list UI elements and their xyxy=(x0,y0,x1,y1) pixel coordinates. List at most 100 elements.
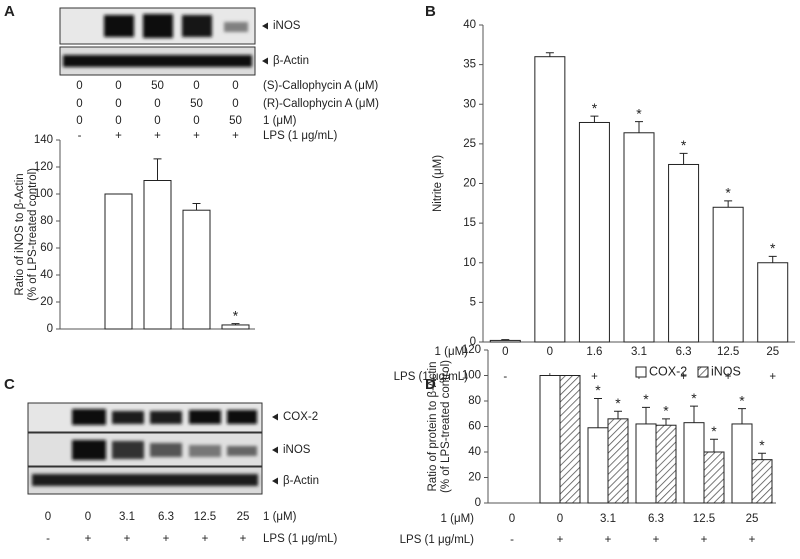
error-bar xyxy=(153,158,162,181)
condition-label: 1 (μM) xyxy=(435,346,469,358)
condition-label: 1 (μM) xyxy=(263,511,297,523)
significance-marker: * xyxy=(663,403,669,419)
y-tick-label: 40 xyxy=(40,269,53,281)
condition-value: + xyxy=(154,130,161,142)
y-tick-label: 80 xyxy=(40,215,53,227)
bar xyxy=(751,459,773,504)
condition-value: + xyxy=(701,534,708,546)
significance-marker: * xyxy=(725,185,731,201)
error-bar xyxy=(545,52,554,57)
bar xyxy=(559,375,581,504)
condition-value: 0 xyxy=(115,98,121,110)
condition-value: 12.5 xyxy=(194,511,216,523)
condition-value: + xyxy=(85,533,92,545)
significance-marker: * xyxy=(595,382,601,398)
y-tick-label: 120 xyxy=(34,161,53,173)
significance-marker: * xyxy=(643,391,649,407)
error-bar xyxy=(710,438,718,452)
arrow-head xyxy=(272,446,278,454)
condition-value: 0 xyxy=(509,513,515,525)
condition-value: 0 xyxy=(154,115,160,127)
legend-swatch xyxy=(697,366,709,378)
condition-value: 0 xyxy=(232,80,238,92)
significance-marker: * xyxy=(759,437,765,453)
y-tick-label: 60 xyxy=(468,421,481,433)
error-bar xyxy=(192,202,201,211)
band-label: β-Actin xyxy=(283,475,319,487)
condition-value: 3.1 xyxy=(631,346,647,358)
significance-marker: * xyxy=(711,423,717,439)
arrow-head xyxy=(262,22,268,30)
condition-value: 25 xyxy=(237,511,250,523)
condition-value: 12.5 xyxy=(693,513,715,525)
condition-value: + xyxy=(124,533,131,545)
condition-value: + xyxy=(557,534,564,546)
condition-label: (R)-Callophycin A (μM) xyxy=(263,98,379,110)
y-tick-label: 80 xyxy=(468,395,481,407)
significance-marker: * xyxy=(691,390,697,406)
significance-marker: * xyxy=(592,100,598,116)
y-tick-label: 0 xyxy=(47,323,53,335)
bar xyxy=(683,422,705,504)
condition-label: 1 (μM) xyxy=(441,513,475,525)
bar xyxy=(534,56,566,343)
condition-label: (S)-Callophycin A (μM) xyxy=(263,80,378,92)
y-tick-label: 140 xyxy=(34,134,53,146)
condition-value: 3.1 xyxy=(119,511,135,523)
condition-value: + xyxy=(769,371,776,383)
condition-value: 0 xyxy=(115,80,121,92)
bar xyxy=(539,375,561,504)
blot-c xyxy=(27,402,263,495)
condition-value: + xyxy=(749,534,756,546)
condition-value: 3.1 xyxy=(600,513,616,525)
condition-value: + xyxy=(680,371,687,383)
error-bar xyxy=(614,410,622,419)
y-tick-label: 40 xyxy=(468,446,481,458)
condition-value: 0 xyxy=(193,80,199,92)
legend-swatch xyxy=(635,366,647,378)
y-tick-label: 5 xyxy=(470,296,476,308)
condition-label: LPS (1 μg/mL) xyxy=(263,533,338,545)
panel-label: D xyxy=(425,376,436,393)
error-bar xyxy=(690,405,698,423)
condition-value: + xyxy=(725,371,732,383)
error-bar xyxy=(679,152,688,165)
condition-value: 50 xyxy=(229,115,242,127)
significance-marker: * xyxy=(770,240,776,256)
condition-value: 0 xyxy=(547,346,553,358)
condition-value: - xyxy=(510,534,514,546)
condition-value: + xyxy=(591,371,598,383)
bar xyxy=(623,132,655,343)
error-bar xyxy=(231,323,240,325)
y-tick-label: 35 xyxy=(463,59,476,71)
bar xyxy=(104,193,133,330)
condition-value: 25 xyxy=(766,346,779,358)
error-bar xyxy=(590,115,599,123)
band-label: β-Actin xyxy=(273,55,309,67)
condition-value: + xyxy=(232,130,239,142)
bar xyxy=(607,418,629,504)
y-tick-label: 30 xyxy=(463,98,476,110)
y-tick-label: 25 xyxy=(463,138,476,150)
arrow-head xyxy=(262,57,268,65)
bar xyxy=(182,209,211,330)
condition-value: - xyxy=(503,371,507,383)
condition-value: + xyxy=(202,533,209,545)
bar xyxy=(757,262,789,343)
condition-label: LPS (1 μg/mL) xyxy=(263,130,338,142)
y-tick-label: 10 xyxy=(463,257,476,269)
bar xyxy=(655,424,677,504)
error-bar xyxy=(594,397,602,428)
error-bar xyxy=(768,255,777,263)
y-axis-label: (% of LPS-treated control) xyxy=(27,168,39,301)
condition-value: 0 xyxy=(232,98,238,110)
condition-value: 0 xyxy=(76,115,82,127)
condition-value: + xyxy=(653,534,660,546)
y-axis-label: Nitrite (μM) xyxy=(432,155,444,212)
condition-value: + xyxy=(240,533,247,545)
condition-value: + xyxy=(605,534,612,546)
condition-value: 12.5 xyxy=(717,346,739,358)
y-tick-label: 120 xyxy=(462,344,481,356)
y-tick-label: 20 xyxy=(463,178,476,190)
